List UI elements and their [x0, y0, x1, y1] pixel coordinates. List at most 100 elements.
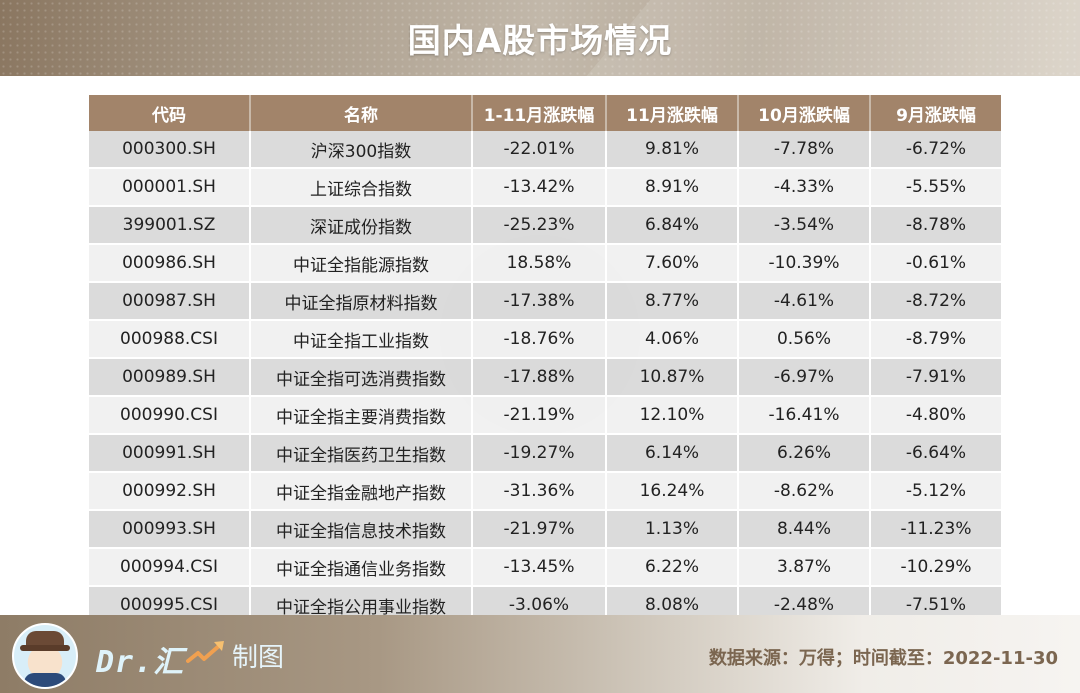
cell-name: 中证全指主要消费指数 [250, 396, 473, 435]
col-header-ytd: 1-11月涨跌幅 [472, 95, 607, 131]
cell-ytd: -31.36% [472, 472, 607, 511]
cell-sep: -4.80% [870, 396, 1001, 435]
cell-nov: 6.22% [606, 548, 739, 587]
col-header-code: 代码 [89, 95, 251, 131]
cell-ytd: -19.27% [472, 434, 607, 473]
cell-ytd: -25.23% [472, 206, 607, 245]
table-header-row: 代码 名称 1-11月涨跌幅 11月涨跌幅 10月涨跌幅 9月涨跌幅 [89, 95, 1001, 131]
cell-code: 000001.SH [89, 168, 251, 207]
footer-bar: Dr.汇 制图 数据来源：万得；时间截至：2022-11-30 [0, 615, 1080, 693]
trend-up-arrow-icon [186, 641, 224, 663]
cell-name: 中证全指工业指数 [250, 320, 473, 359]
dot-pattern [0, 0, 1080, 76]
cell-nov: 8.91% [606, 168, 739, 207]
cell-code: 000989.SH [89, 358, 251, 397]
data-source: 数据来源：万得；时间截至：2022-11-30 [708, 648, 1058, 669]
cell-ytd: -17.38% [472, 282, 607, 321]
cell-sep: -7.91% [870, 358, 1001, 397]
cell-name: 中证全指能源指数 [250, 244, 473, 283]
hat-brim [20, 645, 70, 651]
cell-code: 000987.SH [89, 282, 251, 321]
cell-name: 中证全指通信业务指数 [250, 548, 473, 587]
cell-code: 399001.SZ [89, 206, 251, 245]
cell-sep: -8.78% [870, 206, 1001, 245]
cell-oct: -16.41% [738, 396, 871, 435]
cell-nov: 10.87% [606, 358, 739, 397]
col-header-name: 名称 [250, 95, 473, 131]
table-row: 000994.CSI 中证全指通信业务指数 -13.45% 6.22% 3.87% -10… [89, 548, 1001, 587]
cell-ytd: -22.01% [472, 131, 607, 169]
cell-oct: 6.26% [738, 434, 871, 473]
cell-sep: -5.55% [870, 168, 1001, 207]
cell-code: 000986.SH [89, 244, 251, 283]
cell-ytd: -18.76% [472, 320, 607, 359]
cell-oct: -8.62% [738, 472, 871, 511]
col-header-sep: 9月涨跌幅 [870, 95, 1001, 131]
cell-code: 000990.CSI [89, 396, 251, 435]
cell-sep: -8.72% [870, 282, 1001, 321]
cell-nov: 1.13% [606, 510, 739, 549]
cell-ytd: -21.97% [472, 510, 607, 549]
cell-ytd: 18.58% [472, 244, 607, 283]
cell-name: 中证全指原材料指数 [250, 282, 473, 321]
table-row: 000988.CSI 中证全指工业指数 -18.76% 4.06% 0.56% -8.79… [89, 320, 1001, 359]
cell-ytd: -13.45% [472, 548, 607, 587]
cell-oct: -6.97% [738, 358, 871, 397]
cell-nov: 8.77% [606, 282, 739, 321]
cell-name: 深证成份指数 [250, 206, 473, 245]
cell-sep: -6.64% [870, 434, 1001, 473]
cell-nov: 16.24% [606, 472, 739, 511]
table-row: 000300.SH 沪深300指数 -22.01% 9.81% -7.78% -6.72% [89, 131, 1001, 169]
cell-ytd: -21.19% [472, 396, 607, 435]
cell-oct: -10.39% [738, 244, 871, 283]
made-label: 制图 [232, 643, 285, 673]
cell-name: 中证全指医药卫生指数 [250, 434, 473, 473]
cell-oct: -4.33% [738, 168, 871, 207]
table-row: 000990.CSI 中证全指主要消费指数 -21.19% 12.10% -16.41%… [89, 396, 1001, 435]
cell-sep: -8.79% [870, 320, 1001, 359]
cell-name: 沪深300指数 [250, 131, 473, 169]
table-row: 000987.SH 中证全指原材料指数 -17.38% 8.77% -4.61% -8.7… [89, 282, 1001, 321]
cell-name: 中证全指金融地产指数 [250, 472, 473, 511]
cell-nov: 6.14% [606, 434, 739, 473]
page-title: 国内A股市场情况 [407, 21, 673, 60]
cell-sep: -5.12% [870, 472, 1001, 511]
cell-sep: -11.23% [870, 510, 1001, 549]
hat-icon [26, 631, 64, 649]
cell-code: 000988.CSI [89, 320, 251, 359]
cell-oct: 8.44% [738, 510, 871, 549]
cell-oct: 3.87% [738, 548, 871, 587]
cell-oct: 0.56% [738, 320, 871, 359]
table-row: 000001.SH 上证综合指数 -13.42% 8.91% -4.33% -5.55% [89, 168, 1001, 207]
table-row: 000993.SH 中证全指信息技术指数 -21.97% 1.13% 8.44% -11.… [89, 510, 1001, 549]
cell-name: 中证全指信息技术指数 [250, 510, 473, 549]
table-row: 000986.SH 中证全指能源指数 18.58% 7.60% -10.39% -0.61… [89, 244, 1001, 283]
cell-oct: -7.78% [738, 131, 871, 169]
title-banner: 国内A股市场情况 [0, 0, 1080, 76]
cell-ytd: -17.88% [472, 358, 607, 397]
cell-oct: -3.54% [738, 206, 871, 245]
cell-name: 上证综合指数 [250, 168, 473, 207]
cell-nov: 6.84% [606, 206, 739, 245]
cell-name: 中证全指可选消费指数 [250, 358, 473, 397]
cell-code: 000994.CSI [89, 548, 251, 587]
avatar [12, 623, 78, 689]
table-row: 000992.SH 中证全指金融地产指数 -31.36% 16.24% -8.62% -5… [89, 472, 1001, 511]
brand-logo: Dr.汇 [96, 645, 185, 680]
cell-nov: 4.06% [606, 320, 739, 359]
cell-ytd: -13.42% [472, 168, 607, 207]
table-row: 000991.SH 中证全指医药卫生指数 -19.27% 6.14% 6.26% -6.6… [89, 434, 1001, 473]
table-row: 399001.SZ 深证成份指数 -25.23% 6.84% -3.54% -8.78% [89, 206, 1001, 245]
cell-nov: 12.10% [606, 396, 739, 435]
suit [24, 673, 66, 687]
market-table: 代码 名称 1-11月涨跌幅 11月涨跌幅 10月涨跌幅 9月涨跌幅 00030… [89, 95, 1001, 625]
cell-code: 000991.SH [89, 434, 251, 473]
cell-code: 000300.SH [89, 131, 251, 169]
table-row: 000989.SH 中证全指可选消费指数 -17.88% 10.87% -6.97% -7… [89, 358, 1001, 397]
col-header-nov: 11月涨跌幅 [606, 95, 739, 131]
cell-code: 000992.SH [89, 472, 251, 511]
cell-nov: 9.81% [606, 131, 739, 169]
cell-sep: -6.72% [870, 131, 1001, 169]
cell-code: 000993.SH [89, 510, 251, 549]
cell-nov: 7.60% [606, 244, 739, 283]
